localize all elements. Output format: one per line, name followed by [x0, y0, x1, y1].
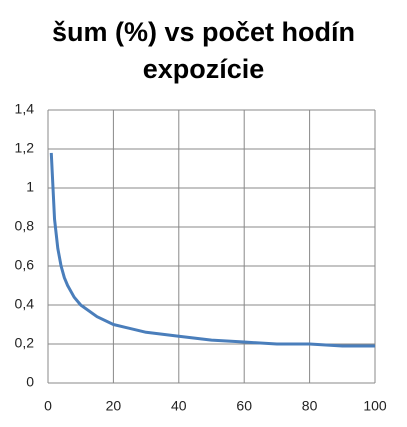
- y-tick-label: 1,4: [15, 101, 35, 117]
- x-tick-label: 60: [236, 398, 252, 414]
- chart-title: šum (%) vs počet hodín expozície: [51, 17, 356, 84]
- y-tick-label: 1: [26, 179, 34, 195]
- x-tick-label: 0: [44, 398, 52, 414]
- x-tick-label: 100: [363, 398, 387, 414]
- x-tick-label: 80: [302, 398, 318, 414]
- y-tick-label: 0: [26, 374, 34, 390]
- y-tick-label: 0,4: [15, 296, 35, 312]
- x-tick-label: 20: [106, 398, 122, 414]
- y-tick-label: 0,2: [15, 335, 35, 351]
- data-line: [49, 152, 375, 348]
- y-tick-label: 1,2: [15, 140, 35, 156]
- x-tick-label: 40: [171, 398, 187, 414]
- y-tick-label: 0,6: [15, 257, 35, 273]
- y-tick-label: 0,8: [15, 218, 35, 234]
